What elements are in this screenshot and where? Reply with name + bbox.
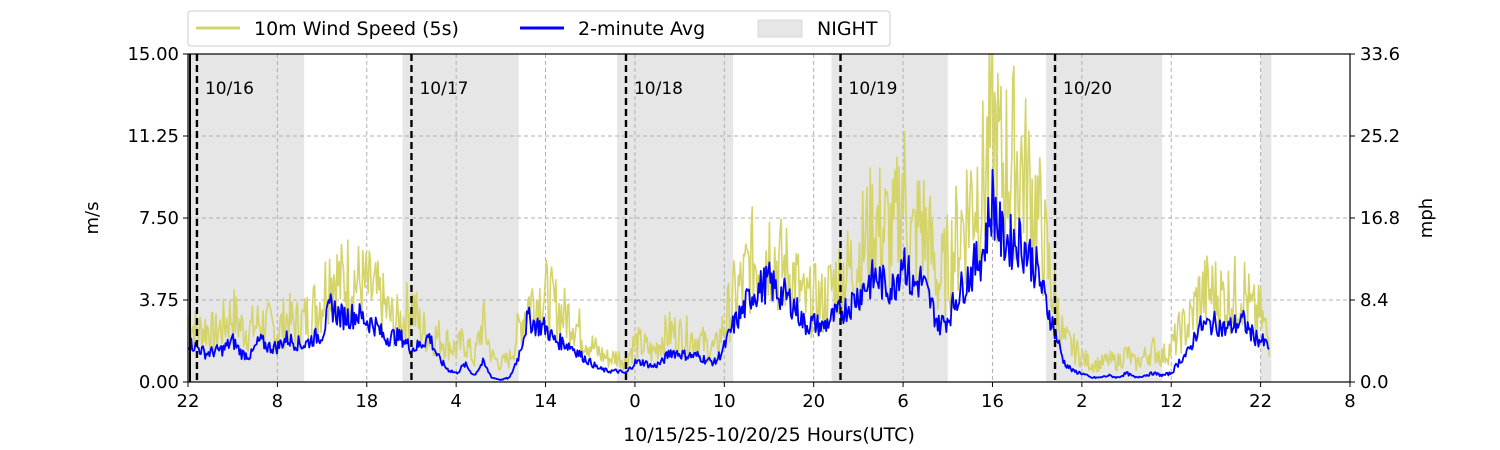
x-tick-label-9: 16: [981, 391, 1004, 412]
x-tick-label-3: 4: [450, 391, 461, 412]
day-marker-label-3: 10/19: [849, 79, 898, 99]
y-left-tick-label-4: 15.00: [127, 44, 179, 65]
legend-swatch-night: [757, 19, 803, 38]
day-markers: 10/16 10/17 10/18 10/19 10/20: [189, 54, 1112, 382]
night-period-5: [1260, 54, 1272, 382]
y-right-tick-label-0: 0.0: [1360, 372, 1389, 393]
day-marker-label-1: 10/17: [419, 79, 468, 99]
y-right-tick-label-2: 16.8: [1360, 208, 1400, 229]
x-tick-label-6: 10: [713, 391, 736, 412]
day-marker-label-0: 10/16: [205, 79, 254, 99]
x-tick-label-4: 14: [534, 391, 557, 412]
x-tick-label-13: 8: [1344, 391, 1355, 412]
series-line-1: [187, 168, 1270, 381]
y-axis-right-ticks: 0.0 8.4 16.8 25.2 33.6: [1350, 44, 1400, 393]
y-right-tick-label-4: 33.6: [1360, 44, 1400, 65]
y-axis-left-label: m/s: [82, 202, 103, 235]
legend: 10m Wind Speed (5s) 2-minute Avg NIGHT: [187, 10, 891, 47]
day-marker-label-2: 10/18: [634, 79, 683, 99]
x-tick-label-8: 6: [897, 391, 908, 412]
y-axis-right-label: mph: [1416, 198, 1437, 238]
x-tick-label-5: 0: [629, 391, 640, 412]
y-left-tick-label-1: 3.75: [139, 290, 179, 311]
y-right-tick-label-3: 25.2: [1360, 126, 1400, 147]
legend-label-night: NIGHT: [817, 18, 878, 40]
series-line-0: [187, 53, 1270, 373]
x-tick-label-1: 8: [272, 391, 283, 412]
x-tick-label-10: 2: [1076, 391, 1087, 412]
x-tick-label-0: 22: [177, 391, 200, 412]
y-left-tick-label-2: 7.50: [139, 208, 179, 229]
x-tick-label-12: 22: [1249, 391, 1272, 412]
series-lines: [187, 53, 1270, 381]
y-left-tick-label-3: 11.25: [127, 126, 179, 147]
x-tick-label-2: 18: [355, 391, 378, 412]
x-axis-ticks: 22 8 18 4 14 0 10 20 6 16 2 12 22 8: [177, 382, 1356, 412]
x-tick-label-7: 20: [802, 391, 825, 412]
x-axis-label: 10/15/25-10/20/25 Hours(UTC): [623, 424, 915, 446]
legend-label-avg: 2-minute Avg: [578, 18, 705, 40]
day-marker-label-4: 10/20: [1063, 79, 1112, 99]
y-right-tick-label-1: 8.4: [1360, 290, 1389, 311]
x-tick-label-11: 12: [1160, 391, 1183, 412]
legend-label-wind: 10m Wind Speed (5s): [254, 18, 459, 40]
y-axis-left-ticks: 0.00 3.75 7.50 11.25 15.00: [127, 44, 188, 393]
y-left-tick-label-0: 0.00: [139, 372, 179, 393]
